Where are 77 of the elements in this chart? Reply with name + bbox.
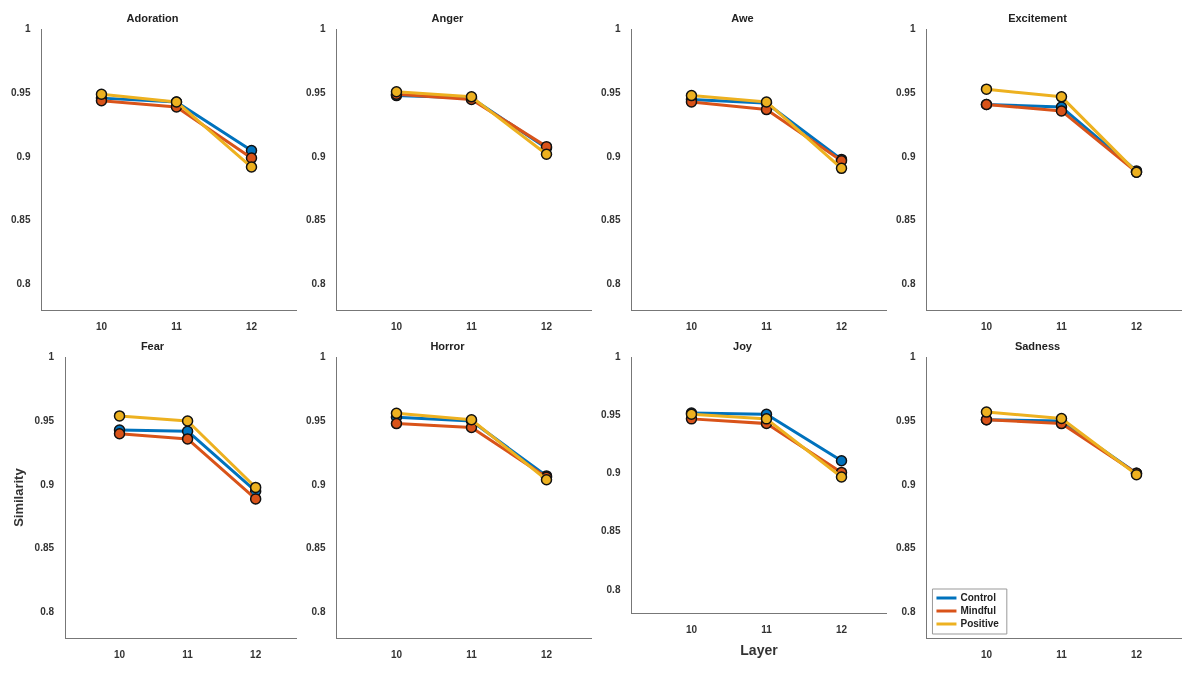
y-tick-label: 1 xyxy=(614,350,621,362)
legend-label: Mindful xyxy=(960,604,997,616)
y-tick-label: 0.85 xyxy=(600,525,621,537)
y-tick-label: 0.95 xyxy=(305,86,326,98)
y-tick-label: 0.9 xyxy=(311,478,326,490)
x-tick-label: 10 xyxy=(390,648,403,660)
x-axis-title: Layer xyxy=(740,642,779,659)
x-tick-label: 11 xyxy=(182,648,194,660)
chart-title: Adoration xyxy=(126,11,179,24)
chart-title: Anger xyxy=(431,11,465,24)
y-tick-label: 0.95 xyxy=(895,86,916,98)
y-tick-label: 0.95 xyxy=(34,414,55,426)
y-tick-label: 0.8 xyxy=(40,606,55,618)
y-tick-label: 0.8 xyxy=(606,583,621,595)
x-tick-label: 10 xyxy=(980,320,993,332)
y-tick-label: 1 xyxy=(909,22,916,34)
x-tick-label: 11 xyxy=(171,320,183,332)
y-tick-label: 0.8 xyxy=(311,278,326,290)
x-tick-label: 12 xyxy=(835,320,848,332)
x-tick-label: 11 xyxy=(466,320,478,332)
chart-title: Sadness xyxy=(1014,339,1061,352)
y-tick-label: 0.9 xyxy=(901,478,916,490)
y-tick-label: 0.85 xyxy=(305,542,326,554)
chart-title: Excitement xyxy=(1008,11,1068,24)
legend-label: Positive xyxy=(960,617,1000,629)
chart-title: Horror xyxy=(430,339,466,352)
x-tick-label: 11 xyxy=(1056,320,1068,332)
y-tick-label: 0.85 xyxy=(34,542,55,554)
y-tick-label: 0.9 xyxy=(606,150,621,162)
legend-label: Control xyxy=(960,591,997,603)
x-tick-label: 10 xyxy=(980,648,993,660)
y-tick-label: 1 xyxy=(48,350,55,362)
x-tick-label: 12 xyxy=(835,623,848,635)
y-tick-label: 0.85 xyxy=(305,214,326,226)
x-tick-label: 12 xyxy=(250,648,262,660)
y-tick-label: 0.85 xyxy=(10,214,31,226)
y-tick-label: 0.95 xyxy=(10,86,31,98)
y-tick-label: 0.95 xyxy=(600,409,621,421)
y-tick-label: 1 xyxy=(319,350,326,362)
y-tick-label: 0.85 xyxy=(895,214,916,226)
x-tick-label: 11 xyxy=(466,648,478,660)
x-tick-label: 10 xyxy=(685,623,698,635)
chart-title: Fear xyxy=(140,339,165,352)
chart-title: Awe xyxy=(731,11,754,24)
x-tick-label: 11 xyxy=(1056,648,1068,660)
y-tick-label: 0.8 xyxy=(311,606,326,618)
x-tick-label: 11 xyxy=(761,623,773,635)
y-tick-label: 0.95 xyxy=(305,414,326,426)
x-tick-label: 11 xyxy=(761,320,773,332)
y-tick-label: 1 xyxy=(614,22,621,34)
chart-title: Joy xyxy=(733,339,753,352)
x-tick-label: 10 xyxy=(390,320,403,332)
y-tick-label: 1 xyxy=(909,350,916,362)
x-tick-label: 12 xyxy=(1130,648,1143,660)
y-tick-label: 1 xyxy=(319,22,326,34)
y-axis-title: Similarity xyxy=(11,467,27,527)
x-tick-label: 12 xyxy=(540,320,553,332)
y-tick-label: 0.9 xyxy=(901,150,916,162)
y-tick-label: 0.85 xyxy=(600,214,621,226)
y-tick-label: 0.8 xyxy=(901,606,916,618)
y-tick-label: 0.85 xyxy=(895,542,916,554)
y-tick-label: 0.8 xyxy=(16,278,31,290)
y-tick-label: 0.9 xyxy=(16,150,31,162)
x-tick-label: 10 xyxy=(685,320,698,332)
x-tick-label: 10 xyxy=(113,648,126,660)
y-tick-label: 0.9 xyxy=(311,150,326,162)
y-tick-label: 0.9 xyxy=(606,467,621,479)
x-tick-label: 10 xyxy=(95,320,108,332)
y-tick-label: 0.95 xyxy=(895,414,916,426)
x-tick-label: 12 xyxy=(540,648,553,660)
x-tick-label: 12 xyxy=(245,320,258,332)
y-tick-label: 1 xyxy=(24,22,31,34)
y-tick-label: 0.95 xyxy=(600,86,621,98)
y-tick-label: 0.9 xyxy=(40,478,55,490)
x-tick-label: 12 xyxy=(1130,320,1143,332)
y-tick-label: 0.8 xyxy=(901,278,916,290)
y-tick-label: 0.8 xyxy=(606,278,621,290)
